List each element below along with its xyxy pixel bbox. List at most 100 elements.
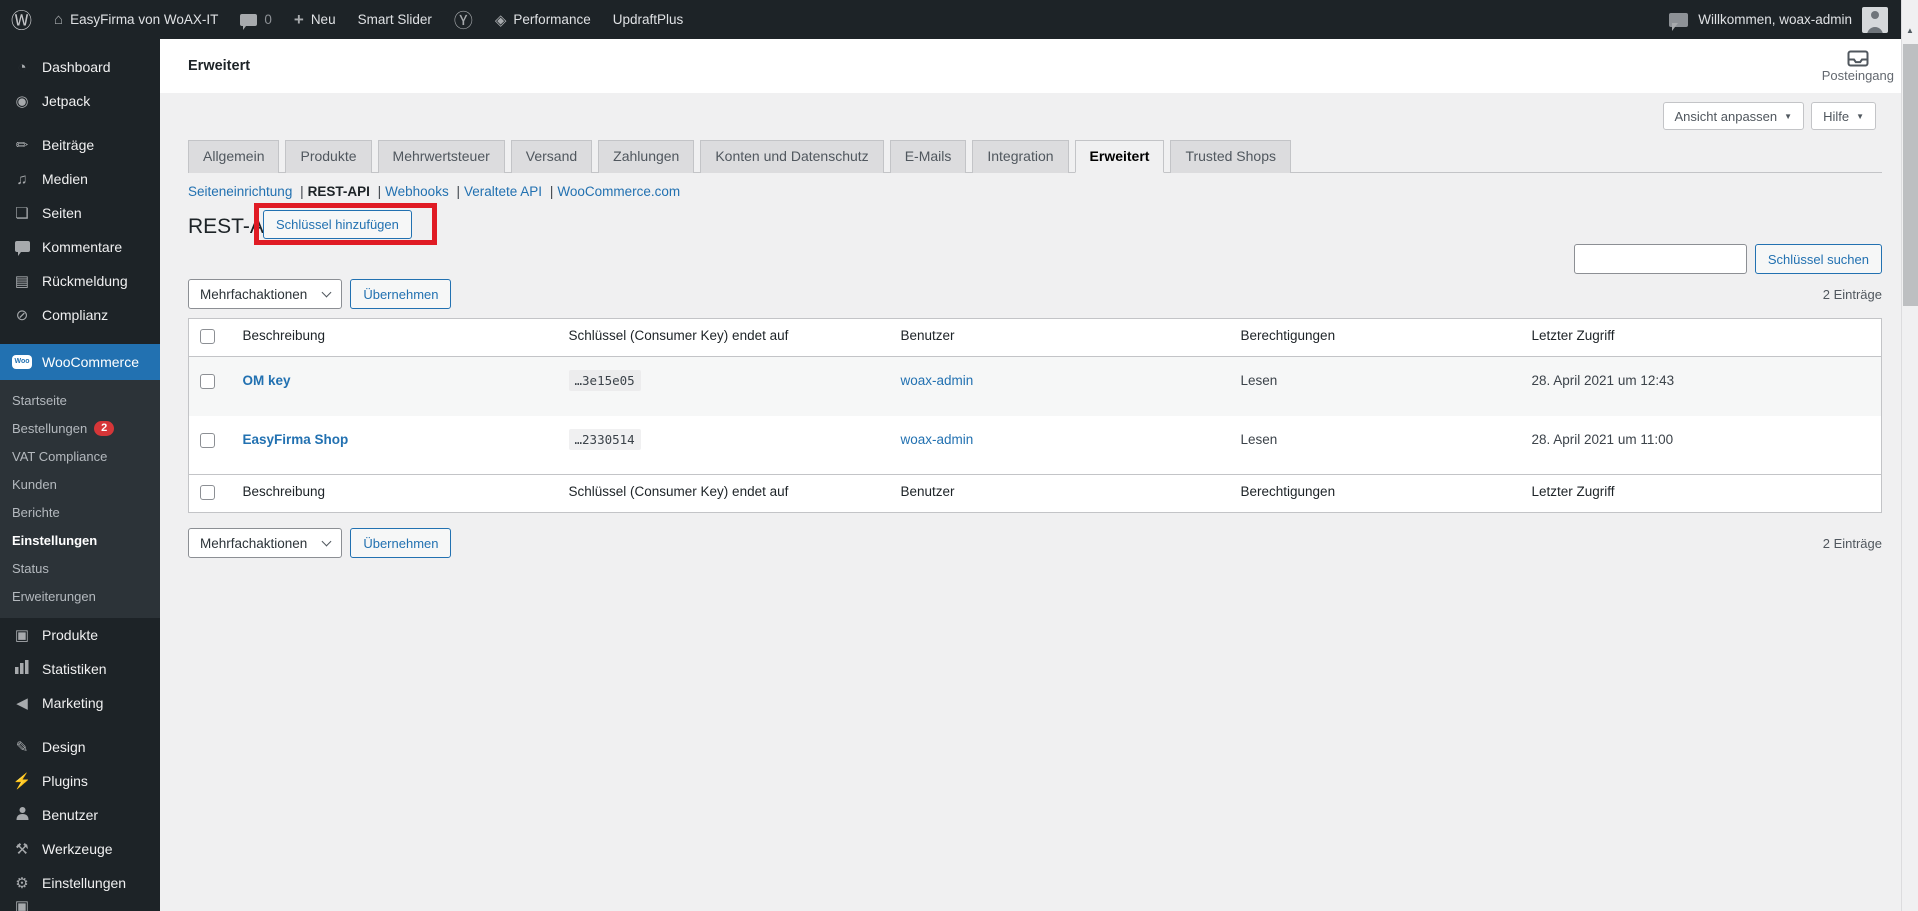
consumer-key-suffix: …3e15e05: [568, 370, 641, 391]
comments-link[interactable]: 0: [229, 0, 283, 39]
sidebar-item-feedback[interactable]: ▤ Rückmeldung: [0, 264, 160, 298]
wordpress-logo-menu[interactable]: Ⓦ: [0, 0, 43, 39]
page-header: Erweitert Posteingang: [160, 39, 1918, 93]
select-all-checkbox[interactable]: [200, 485, 215, 500]
sidebar-item-users[interactable]: Benutzer: [0, 798, 160, 832]
last-access-value: 28. April 2021 um 12:43: [1531, 373, 1675, 388]
user-link[interactable]: woax-admin: [900, 373, 974, 388]
sidebar-item-products[interactable]: ▣ Produkte: [0, 618, 160, 652]
sidebar-item-comments[interactable]: Kommentare: [0, 230, 160, 264]
sidebar-item-dashboard[interactable]: ◔ Dashboard: [0, 50, 160, 84]
avatar[interactable]: [1862, 6, 1888, 33]
updraftplus-link[interactable]: UpdraftPlus: [602, 0, 695, 39]
tab-produkte[interactable]: Produkte: [285, 140, 372, 173]
my-account-link[interactable]: Willkommen, woax-admin: [1698, 12, 1852, 27]
row-checkbox[interactable]: [200, 374, 215, 389]
table-header-row: Beschreibung Schlüssel (Consumer Key) en…: [188, 318, 1882, 357]
tab-trusted-shops[interactable]: Trusted Shops: [1170, 140, 1291, 173]
screen-meta: Ansicht anpassen ▼ Hilfe ▼: [1662, 102, 1876, 130]
search-input[interactable]: [1573, 244, 1747, 274]
tab-allgemein[interactable]: Allgemein: [188, 140, 280, 173]
submenu-item-status[interactable]: Status: [12, 560, 49, 576]
col-permissions: Berechtigungen: [1230, 318, 1522, 357]
sidebar-item-woocommerce[interactable]: Woo WooCommerce: [0, 344, 160, 380]
key-description-link[interactable]: EasyFirma Shop: [242, 431, 349, 447]
submenu-item-einstellungen[interactable]: Einstellungen: [12, 532, 98, 548]
key-description-link[interactable]: OM key: [242, 373, 291, 388]
home-icon: ⌂: [54, 11, 64, 28]
sidebar-item-cutoff[interactable]: ▣: [0, 900, 160, 911]
help-button[interactable]: Hilfe ▼: [1811, 102, 1876, 130]
submenu-item-berichte[interactable]: Berichte: [12, 504, 60, 520]
tab-emails[interactable]: E-Mails: [889, 140, 967, 173]
inbox-icon: [1847, 50, 1869, 66]
woocommerce-submenu: Startseite Bestellungen 2 VAT Compliance…: [0, 380, 160, 618]
orders-count-badge: 2: [94, 420, 115, 436]
chevron-down-icon: ▼: [1784, 111, 1793, 121]
submenu-item-kunden[interactable]: Kunden: [12, 476, 57, 492]
generic-icon: ▣: [14, 900, 30, 911]
tab-mehrwertsteuer[interactable]: Mehrwertsteuer: [377, 140, 505, 173]
subnav-webhooks[interactable]: Webhooks: [385, 184, 449, 199]
sidebar-item-pages[interactable]: ❏ Seiten: [0, 196, 160, 230]
yoast-icon: Ⓨ: [453, 11, 473, 32]
comment-bubble-icon: [240, 13, 258, 30]
tab-integration[interactable]: Integration: [972, 140, 1069, 173]
api-keys-table: Beschreibung Schlüssel (Consumer Key) en…: [188, 318, 1882, 513]
bulk-actions-select[interactable]: Mehrfachaktionen: [188, 279, 343, 309]
scroll-up-icon[interactable]: ▲: [1906, 26, 1914, 35]
table-row: EasyFirma Shop …2330514 woax-admin Lesen…: [189, 416, 1882, 475]
performance-link[interactable]: ◈ Performance: [484, 0, 602, 39]
add-key-button[interactable]: Schlüssel hinzufügen: [263, 209, 412, 239]
sidebar-item-complianz[interactable]: ⊘ Complianz: [0, 298, 160, 332]
welcome-text: Willkommen, woax-admin: [1698, 12, 1852, 27]
user-link[interactable]: woax-admin: [900, 431, 974, 447]
sidebar-item-media[interactable]: ♫ Medien: [0, 162, 160, 196]
tab-zahlungen[interactable]: Zahlungen: [598, 140, 695, 173]
bulk-actions-select[interactable]: Mehrfachaktionen: [188, 528, 343, 558]
complianz-shield-icon: ⊘: [15, 307, 29, 324]
sliders-icon: ⚙: [15, 875, 29, 892]
subnav-seiteneinrichtung[interactable]: Seiteneinrichtung: [188, 184, 293, 199]
submenu-item-erweiterungen[interactable]: Erweiterungen: [12, 588, 96, 604]
sidebar-item-plugins[interactable]: ⚡ Plugins: [12, 773, 88, 790]
scrollbar[interactable]: ▲: [1901, 0, 1918, 911]
tab-konten-und-datenschutz[interactable]: Konten und Datenschutz: [700, 140, 884, 173]
jetpack-icon: ◉: [15, 93, 29, 110]
submenu-item-startseite[interactable]: Startseite: [12, 392, 67, 408]
col-description[interactable]: Beschreibung: [232, 318, 559, 357]
sidebar-item-tools[interactable]: ⚒ Werkzeuge: [0, 832, 160, 866]
tablenav-bottom: Mehrfachaktionen Übernehmen 2 Einträge: [188, 528, 1882, 558]
sidebar-item-settings[interactable]: ⚙ Einstellungen: [0, 866, 160, 900]
chevron-down-icon: [321, 536, 332, 546]
user-icon: [12, 806, 32, 825]
subnav-veraltete-api[interactable]: Veraltete API: [463, 184, 543, 199]
pages-icon: ❏: [15, 205, 29, 222]
row-checkbox[interactable]: [200, 432, 215, 448]
inbox-panel-toggle[interactable]: Posteingang: [1822, 50, 1894, 83]
select-all-checkbox[interactable]: [200, 329, 215, 344]
sidebar-item-jetpack[interactable]: ◉ Jetpack: [0, 84, 160, 118]
sidebar-item-design[interactable]: ✎ Design: [0, 730, 160, 764]
apply-button[interactable]: Übernehmen: [350, 279, 452, 309]
apply-button[interactable]: Übernehmen: [350, 528, 452, 558]
submenu-item-vat-compliance[interactable]: VAT Compliance: [12, 448, 108, 464]
search-keys-button[interactable]: Schlüssel suchen: [1754, 244, 1882, 274]
page-title: Erweitert: [188, 58, 251, 74]
tab-versand[interactable]: Versand: [510, 140, 593, 173]
submenu-item-bestellungen[interactable]: Bestellungen 2: [0, 414, 160, 442]
smart-slider-link[interactable]: Smart Slider: [347, 0, 443, 39]
new-content-link[interactable]: + Neu: [283, 0, 347, 39]
inbox-label: Posteingang: [1821, 67, 1894, 83]
sidebar-item-posts[interactable]: ✏ Beiträge: [0, 128, 160, 162]
screen-options-button[interactable]: Ansicht anpassen ▼: [1662, 102, 1805, 130]
site-name-link[interactable]: ⌂ EasyFirma von WoAX-IT: [43, 0, 229, 39]
sidebar-item-marketing[interactable]: ◀ Marketing: [0, 686, 160, 720]
tab-erweitert[interactable]: Erweitert: [1074, 140, 1165, 173]
subnav-woocommerce-com[interactable]: WooCommerce.com: [557, 184, 681, 199]
sidebar-item-analytics[interactable]: Statistiken: [0, 652, 160, 686]
chat-icon[interactable]: [1669, 12, 1689, 31]
yoast-seo-link[interactable]: Ⓨ: [443, 0, 484, 39]
scrollbar-thumb[interactable]: [1903, 44, 1918, 306]
products-box-icon: ▣: [14, 627, 30, 644]
